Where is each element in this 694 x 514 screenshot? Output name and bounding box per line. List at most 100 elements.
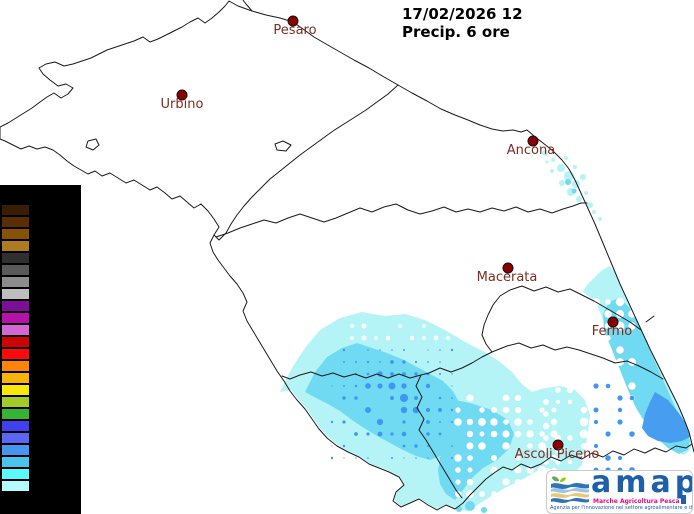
speckle: [481, 507, 487, 513]
legend-color-swatch: [2, 325, 29, 335]
precip-dot: [627, 405, 637, 415]
precip-dot: [331, 385, 333, 387]
precip-dot: [592, 310, 600, 318]
speckle: [456, 506, 462, 512]
precip-dot: [415, 457, 417, 459]
precip-dot: [579, 429, 589, 439]
precip-dot: [450, 408, 454, 412]
precip-dot: [491, 491, 497, 497]
precip-dot: [439, 361, 441, 363]
precip-dot: [490, 466, 498, 474]
precip-dot: [581, 443, 587, 449]
speckle: [576, 196, 582, 202]
precip-dot: [514, 478, 522, 486]
precip-dot: [604, 310, 612, 318]
precip-dot: [592, 394, 600, 402]
map-title-date: 17/02/2026 12: [402, 5, 523, 23]
legend-color-swatch: [2, 301, 29, 311]
precip-dot: [451, 397, 453, 399]
legend-color-swatch: [2, 289, 29, 299]
precip-dot: [455, 467, 461, 473]
precip-dot: [433, 335, 439, 341]
precip-dot: [445, 323, 451, 329]
precip-dot: [491, 455, 497, 461]
precip-dot: [342, 348, 346, 352]
city-label: Urbino: [161, 97, 204, 112]
precip-dot: [593, 443, 599, 449]
precip-dot: [543, 399, 549, 405]
precip-dot: [439, 457, 441, 459]
province-boundary-pesaro-ancona: [213, 84, 399, 241]
exclave-outline: [85, 138, 100, 151]
precip-dot: [466, 478, 474, 486]
precip-dot: [390, 372, 394, 376]
province-boundary-macerata-fermo: [481, 285, 642, 353]
city-macerata: Macerata: [477, 262, 537, 285]
precip-dot: [365, 407, 371, 413]
precip-dot: [527, 419, 533, 425]
precip-dot: [604, 346, 612, 354]
precip-dot: [427, 349, 429, 351]
precip-dot: [579, 309, 589, 319]
precip-dot: [354, 396, 358, 400]
precip-dot: [454, 454, 462, 462]
precip-dot: [538, 442, 546, 450]
precip-dot: [543, 435, 549, 441]
city-markers-layer: Pesaro Urbino Ancona Macerata Fermo Ascoli Pi…: [161, 15, 633, 462]
precip-dot: [377, 431, 383, 437]
precip-dot: [366, 372, 370, 376]
precip-dot: [514, 394, 522, 402]
precip-dot: [425, 383, 431, 389]
precip-dot: [365, 383, 371, 389]
speckle: [542, 150, 548, 156]
precipitation-area-heavy: [642, 392, 690, 443]
precip-dot: [342, 420, 346, 424]
speckle: [565, 179, 571, 185]
precip-dot: [414, 396, 418, 400]
precip-dot: [466, 418, 474, 426]
city-label: Fermo: [592, 324, 633, 339]
precip-dot: [399, 393, 409, 403]
precip-dot: [455, 479, 461, 485]
legend-color-swatch: [2, 217, 29, 227]
speckle: [592, 210, 596, 214]
legend-color-swatch: [2, 469, 29, 479]
precip-dot: [427, 457, 429, 459]
precip-dot: [354, 384, 358, 388]
speckle: [598, 217, 602, 221]
precip-dot: [616, 346, 624, 354]
precip-dot: [593, 335, 599, 341]
precip-dot: [591, 357, 601, 367]
precip-dot: [398, 324, 402, 328]
precip-dot: [617, 407, 623, 413]
speckle: [573, 165, 577, 169]
precip-dot: [592, 322, 600, 330]
precip-dot: [628, 298, 636, 306]
city-pesaro: Pesaro: [273, 15, 317, 38]
precip-dot: [593, 419, 599, 425]
precip-dot: [617, 395, 623, 401]
precip-dot: [366, 432, 370, 436]
city-marker: [287, 15, 299, 27]
precip-dot: [555, 387, 561, 393]
precip-dot: [605, 299, 611, 305]
precip-dot: [491, 407, 497, 413]
precip-dot: [616, 310, 624, 318]
precip-dot: [478, 442, 486, 450]
legend-color-swatch: [2, 313, 29, 323]
precip-dot: [466, 490, 474, 498]
legend-color-swatch: [2, 265, 29, 275]
precip-dot: [451, 385, 453, 387]
map-title-variable: Precip. 6 ore: [402, 23, 510, 41]
city-fermo: Fermo: [592, 316, 633, 339]
legend-color-swatch: [2, 253, 29, 263]
city-marker: [527, 135, 539, 147]
precip-dot: [502, 394, 510, 402]
precip-dot: [605, 383, 611, 389]
speckle: [571, 188, 577, 194]
precip-dot: [502, 442, 510, 450]
precip-dot: [628, 454, 636, 462]
precip-dot: [391, 457, 393, 459]
precipitation-dot-texture: [330, 297, 637, 498]
